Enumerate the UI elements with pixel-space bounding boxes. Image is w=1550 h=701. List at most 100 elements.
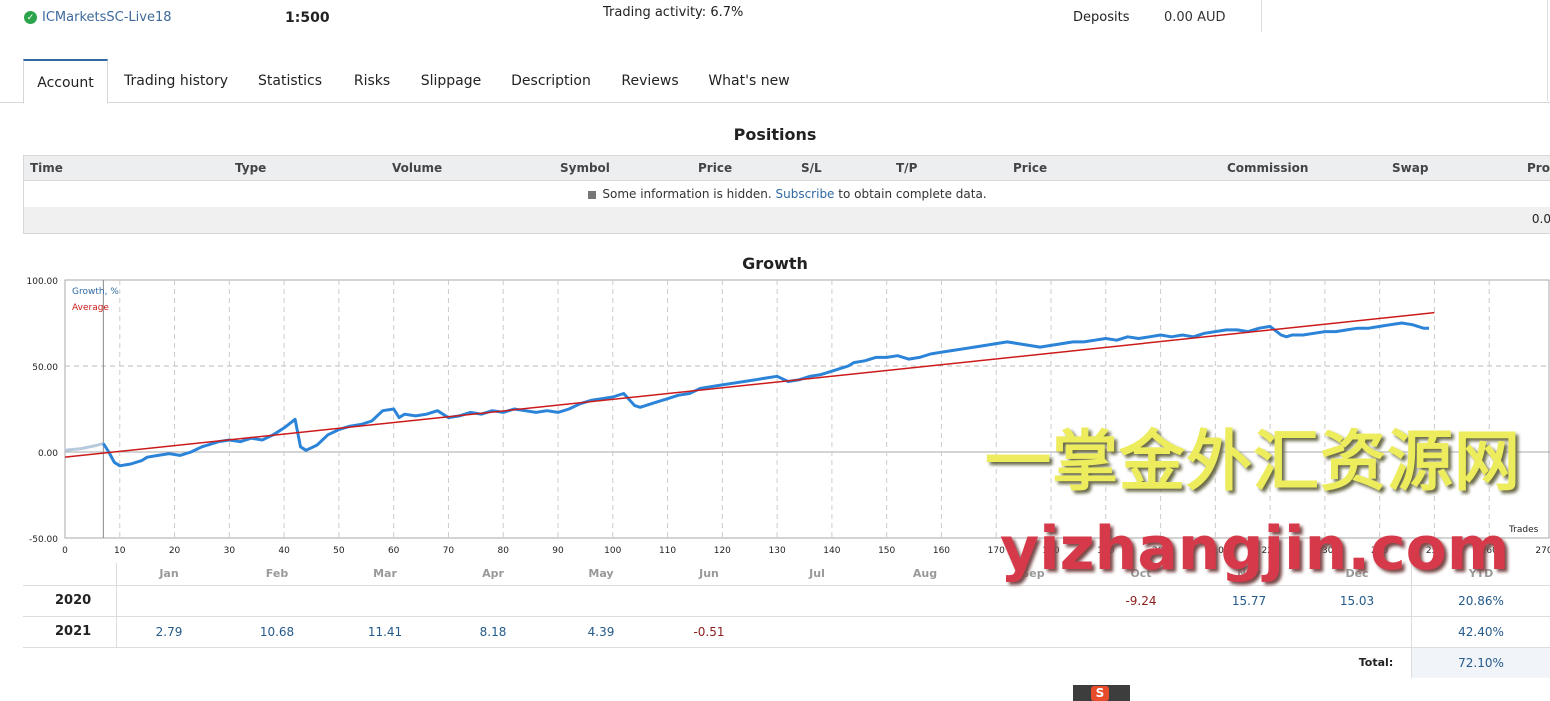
server-label[interactable]: ICMarketsSC-Live18 — [42, 10, 172, 25]
growth-chart-wrap: 100.00 50.00 0.00 -50.00 0 10 20 30 40 50 60 70 80 9… — [0, 275, 1550, 569]
total-value: 72.10% — [1458, 656, 1504, 670]
total-cell-bg — [1412, 648, 1550, 678]
x-tick-label: 50 — [333, 546, 345, 556]
plot-area — [64, 279, 1550, 539]
col-close-price[interactable]: Price — [1013, 161, 1048, 175]
x-tick-label: 130 — [769, 546, 786, 556]
x-tick-label: 90 — [552, 546, 564, 556]
subscribe-link[interactable]: Subscribe — [775, 187, 835, 201]
x-tick-label: 220 — [1262, 546, 1279, 556]
growth-title: Growth — [742, 254, 808, 273]
growth-pre-line — [64, 441, 104, 452]
month-header-jan: Jan — [159, 567, 179, 580]
col-commission[interactable]: Commission — [1227, 161, 1309, 175]
x-tick-label: 210 — [1207, 546, 1224, 556]
tab-whats-new[interactable]: What's new — [708, 73, 790, 89]
x-tick-label: 80 — [497, 546, 509, 556]
year-label-2021: 2021 — [55, 624, 92, 639]
leverage-value: 1:500 — [285, 10, 330, 26]
month-value: 2.79 — [155, 625, 183, 639]
month-value: 15.03 — [1339, 594, 1375, 608]
tab-risks[interactable]: Risks — [353, 73, 391, 89]
x-tick-label: 60 — [388, 546, 400, 556]
x-axis-ticks: 0 10 20 30 40 50 60 70 80 90 100 110 120 130 140 150 160… — [62, 546, 1550, 556]
positions-table: Time Type Volume Symbol Price S/L T/P Pr… — [23, 155, 1550, 234]
month-header-dec: Dec — [1345, 567, 1369, 580]
average-line — [64, 311, 1435, 458]
col-swap[interactable]: Swap — [1392, 161, 1429, 175]
col-profit[interactable]: Prof — [1527, 161, 1550, 175]
ytd-value-2020: 20.86% — [1458, 594, 1504, 608]
y-tick-label: 100.00 — [27, 277, 59, 287]
deposits-value: 0.00 AUD — [1164, 10, 1226, 25]
tab-trading-history[interactable]: Trading history — [124, 73, 228, 89]
x-tick-label: 20 — [169, 546, 181, 556]
server-name[interactable]: ✓ ICMarketsSC-Live18 — [24, 10, 171, 25]
month-value: -9.24 — [1125, 594, 1157, 608]
table-gridline — [23, 647, 1550, 648]
col-symbol[interactable]: Symbol — [560, 161, 610, 175]
x-tick-label: 190 — [1097, 546, 1114, 556]
x-tick-label: 250 — [1426, 546, 1443, 556]
month-header-jun: Jun — [699, 567, 719, 580]
tab-account[interactable]: Account — [23, 59, 108, 104]
table-gridline — [23, 585, 1550, 586]
x-tick-label: 0 — [62, 546, 68, 556]
positions-header-row: Time Type Volume Symbol Price S/L T/P Pr… — [24, 156, 1550, 181]
y-tick-label: 0.00 — [38, 449, 58, 459]
table-gridline — [23, 616, 1550, 617]
monthly-returns-table: Jan Feb Mar Apr May Jun Jul Aug Sep Oct Nov Dec YTD 2… — [23, 563, 1550, 680]
tab-slippage[interactable]: Slippage — [420, 73, 482, 89]
month-value: 15.77 — [1231, 594, 1267, 608]
tab-description[interactable]: Description — [511, 73, 591, 89]
col-type[interactable]: Type — [235, 161, 267, 175]
watermark-text-cn: 一掌金外汇资源网 — [985, 423, 1521, 500]
month-header-feb: Feb — [265, 567, 289, 580]
month-value: 8.18 — [479, 625, 507, 639]
y-axis-ticks: 100.00 50.00 0.00 -50.00 — [27, 277, 59, 545]
taskbar-widget[interactable]: S — [1073, 685, 1130, 701]
col-time[interactable]: Time — [30, 161, 63, 175]
positions-title: Positions — [733, 125, 817, 144]
col-sl[interactable]: S/L — [801, 161, 822, 175]
x-tick-label: 70 — [443, 546, 455, 556]
x-tick-label: 270 — [1535, 546, 1550, 556]
deposits-label: Deposits — [1073, 10, 1130, 25]
month-value: 10.68 — [259, 625, 295, 639]
tab-bar: Account Trading history Statistics Risks… — [0, 59, 1550, 104]
growth-line — [102, 321, 1429, 468]
legend-average: Average — [72, 303, 109, 313]
x-tick-label: 200 — [1152, 546, 1169, 556]
x-tick-label: 180 — [1042, 546, 1059, 556]
x-tick-label: 140 — [823, 546, 840, 556]
month-header-jul: Jul — [809, 567, 825, 580]
col-price[interactable]: Price — [698, 161, 733, 175]
total-label: Total: — [1358, 656, 1394, 669]
hidden-info-suffix: to obtain complete data. — [838, 187, 987, 201]
month-header-apr: Apr — [482, 567, 504, 580]
x-tick-label: 160 — [933, 546, 950, 556]
x-tick-label: 120 — [714, 546, 731, 556]
col-tp[interactable]: T/P — [896, 161, 918, 175]
table-gridline — [116, 563, 117, 647]
sogou-icon: S — [1091, 686, 1109, 701]
divider — [1261, 0, 1262, 32]
chart-series — [64, 311, 1435, 468]
trading-activity: Trading activity: 6.7% — [603, 5, 744, 20]
month-header-may: May — [588, 567, 614, 580]
x-tick-label: 260 — [1481, 546, 1498, 556]
tab-reviews[interactable]: Reviews — [621, 73, 679, 89]
x-tick-label: 40 — [278, 546, 290, 556]
month-header-mar: Mar — [373, 567, 397, 580]
month-header-nov: Nov — [1237, 567, 1261, 580]
col-volume[interactable]: Volume — [392, 161, 443, 175]
tab-statistics[interactable]: Statistics — [258, 73, 322, 89]
x-tick-label: 110 — [659, 546, 676, 556]
x-tick-label: 230 — [1316, 546, 1333, 556]
info-icon — [588, 190, 597, 199]
x-tick-label: 240 — [1371, 546, 1388, 556]
year-label-2020: 2020 — [55, 593, 92, 608]
growth-chart[interactable]: 100.00 50.00 0.00 -50.00 0 10 20 30 40 50 60 70 80 9… — [0, 275, 1550, 565]
verified-check-icon: ✓ — [24, 11, 37, 24]
divider — [1547, 0, 1548, 101]
